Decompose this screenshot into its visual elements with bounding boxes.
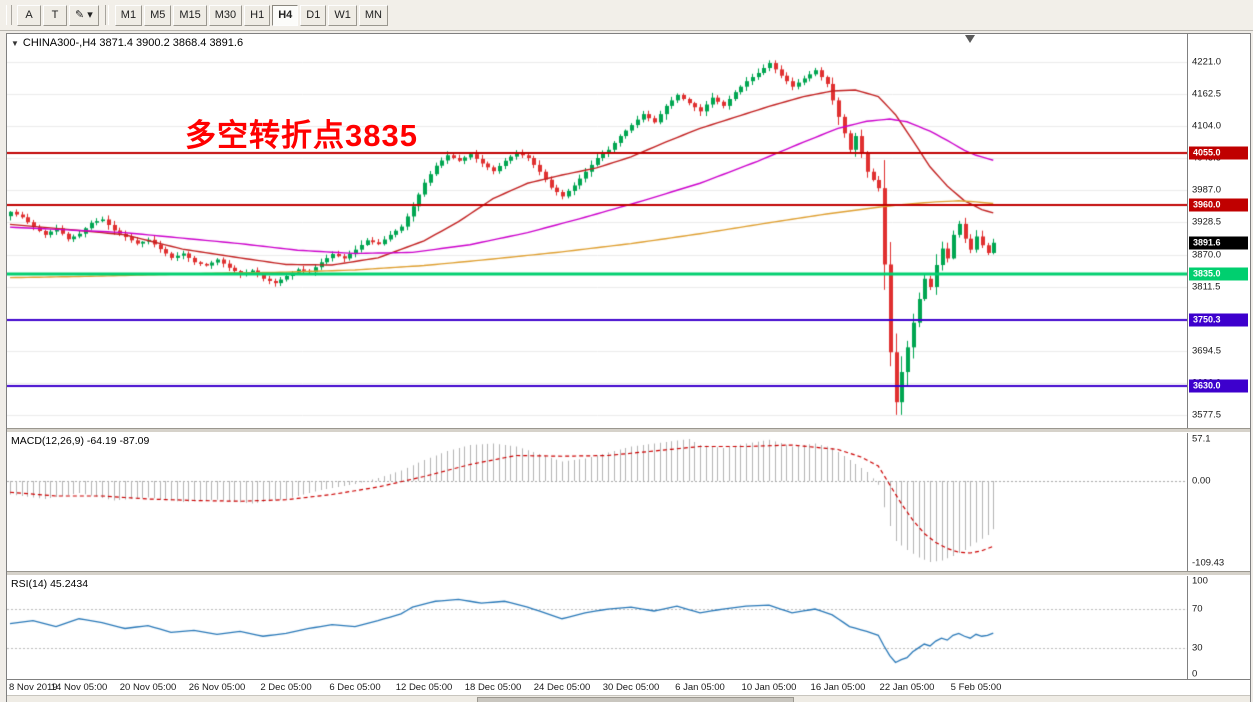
price-tick-label: 3694.5 [1192, 345, 1222, 357]
timeframe-h1-button[interactable]: H1 [244, 4, 271, 26]
current-price-label: 3891.6 [1189, 236, 1248, 250]
time-axis-label: 6 Dec 05:00 [329, 682, 381, 693]
price-line-label[interactable]: 4055.0 [1189, 146, 1248, 160]
draw-dropdown-button[interactable]: ✎ ▾ [69, 4, 99, 26]
time-axis-label: 14 Nov 05:00 [50, 682, 108, 693]
time-axis-label: 30 Dec 05:00 [602, 682, 660, 693]
rsi-scale[interactable]: 100 70 30 0 [1187, 576, 1250, 679]
timeframe-m15-button[interactable]: M15 [173, 4, 207, 26]
time-axis-label: 20 Nov 05:00 [119, 682, 177, 693]
symbol-ohlc-text: CHINA300-,H4 3871.4 3900.2 3868.4 3891.6 [22, 37, 244, 49]
rsi-tick-label: 100 [1192, 576, 1208, 587]
macd-label: MACD(12,26,9) -64.19 -87.09 [11, 435, 150, 447]
time-axis-label: 2 Dec 05:00 [260, 682, 312, 693]
price-line-label[interactable]: 3630.0 [1189, 379, 1248, 393]
price-line-label[interactable]: 3750.3 [1189, 313, 1248, 327]
price-tick-label: 3987.0 [1192, 184, 1222, 196]
rsi-label: RSI(14) 45.2434 [11, 578, 89, 590]
time-axis-label: 16 Jan 05:00 [810, 682, 866, 693]
chart-shift-marker-icon[interactable] [965, 35, 975, 43]
time-axis-label: 22 Jan 05:00 [879, 682, 935, 693]
time-axis-label: 6 Jan 05:00 [675, 682, 725, 693]
chart-annotation-text: 多空转折点3835 [185, 118, 418, 153]
price-tick-label: 3577.5 [1192, 409, 1222, 421]
main-chart-panel: ▼ CHINA300-,H4 3871.4 3900.2 3868.4 3891.… [7, 34, 1250, 428]
rsi-tick-label: 0 [1192, 668, 1198, 680]
macd-panel: MACD(12,26,9) -64.19 -87.09 57.1 0.00 -109… [7, 433, 1250, 571]
timeframe-d1-button[interactable]: D1 [300, 4, 327, 26]
time-axis-label: 26 Nov 05:00 [188, 682, 246, 693]
timeframe-w1-button[interactable]: W1 [328, 4, 357, 26]
main-chart-canvas[interactable] [7, 34, 1188, 428]
rsi-tick-label: 70 [1192, 603, 1203, 615]
rsi-canvas[interactable] [7, 576, 1188, 679]
text-tool-button[interactable]: A [17, 4, 41, 26]
macd-tick-label: 0.00 [1192, 475, 1211, 487]
rsi-tick-label: 30 [1192, 642, 1203, 654]
time-axis-label: 12 Dec 05:00 [395, 682, 453, 693]
macd-scale[interactable]: 57.1 0.00 -109.43 [1187, 433, 1250, 571]
price-scale[interactable]: 4221.04162.54104.04045.53987.03928.53870… [1187, 34, 1250, 428]
price-tick-label: 4104.0 [1192, 120, 1222, 132]
collapse-arrow-icon[interactable]: ▼ [11, 39, 19, 48]
macd-tick-label: -109.43 [1192, 557, 1225, 569]
scrollbar-thumb[interactable] [477, 697, 794, 702]
price-line-label[interactable]: 3835.0 [1189, 267, 1248, 281]
time-axis-label: 18 Dec 05:00 [464, 682, 522, 693]
time-axis-label: 8 Nov 2019 [9, 682, 58, 693]
timeframe-group: M1 M5 M15 M30 H1 H4 D1 W1 MN [114, 4, 388, 26]
timeframe-m1-button[interactable]: M1 [114, 4, 143, 26]
macd-tick-label: 57.1 [1192, 433, 1211, 445]
price-tick-label: 4162.5 [1192, 88, 1222, 100]
toolbar-separator [104, 5, 109, 25]
horizontal-scrollbar [7, 695, 1250, 702]
timeframe-mn-button[interactable]: MN [358, 4, 388, 26]
time-axis-label: 24 Dec 05:00 [533, 682, 591, 693]
time-axis-label: 5 Feb 05:00 [950, 682, 1002, 693]
timeframe-h4-button[interactable]: H4 [272, 4, 299, 26]
price-tick-label: 3928.5 [1192, 216, 1222, 228]
crosshair-tool-button[interactable]: T [43, 4, 67, 26]
price-tick-label: 4221.0 [1192, 56, 1222, 68]
time-axis-label: 10 Jan 05:00 [741, 682, 797, 693]
drawing-tools-group: A T ✎ ▾ [17, 4, 99, 26]
toolbar: A T ✎ ▾ M1 M5 M15 M30 H1 H4 D1 W1 MN [0, 0, 1253, 31]
timeframe-m30-button[interactable]: M30 [208, 4, 243, 26]
timeframe-m5-button[interactable]: M5 [144, 4, 172, 26]
price-tick-label: 3811.5 [1192, 281, 1221, 293]
macd-canvas[interactable] [7, 433, 1188, 571]
rsi-panel: RSI(14) 45.2434 100 70 30 0 [7, 576, 1250, 679]
price-tick-label: 3870.0 [1192, 249, 1222, 261]
panel-divider[interactable] [7, 428, 1250, 433]
toolbar-grip[interactable] [6, 5, 12, 25]
price-line-label[interactable]: 3960.0 [1189, 198, 1248, 212]
symbol-ohlc-label: ▼ CHINA300-,H4 3871.4 3900.2 3868.4 3891.… [11, 37, 243, 49]
panel-divider[interactable] [7, 571, 1250, 576]
chart-window: ▼ CHINA300-,H4 3871.4 3900.2 3868.4 3891.… [6, 33, 1251, 702]
time-axis: 8 Nov 2019 14 Nov 05:00 20 Nov 05:00 26 Nov… [7, 679, 1250, 695]
